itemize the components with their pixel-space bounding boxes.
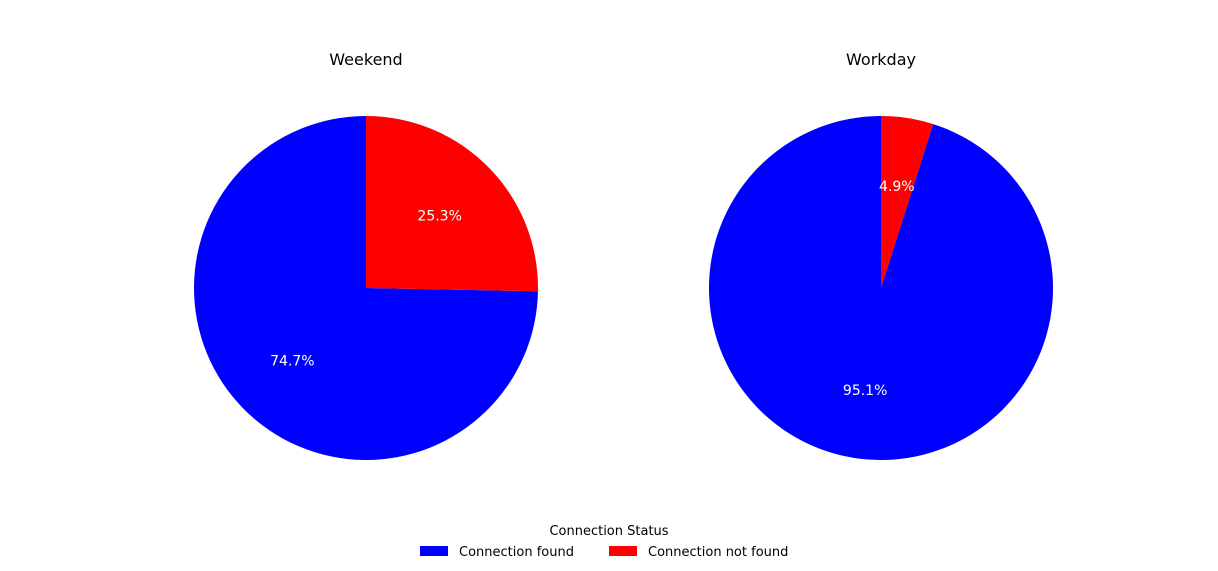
legend-swatch-connection-found	[420, 546, 448, 556]
legend-label-connection-not-found: Connection not found	[648, 545, 788, 560]
pie-slices-workday	[709, 116, 1054, 460]
pie-label-weekend-connection-not-found: 25.3%	[417, 209, 461, 225]
pie-chart-workday: Workday 95.1% 4.9%	[709, 50, 1054, 460]
legend-label-connection-found: Connection found	[459, 545, 574, 560]
legend: Connection Status Connection found Conne…	[420, 524, 788, 560]
legend-swatch-connection-not-found	[609, 546, 637, 556]
pie-label-workday-connection-found: 95.1%	[843, 383, 887, 399]
pie-label-workday-connection-not-found: 4.9%	[879, 179, 915, 195]
pie-slice-weekend-connection-found	[193, 116, 538, 461]
pie-label-weekend-connection-found: 74.7%	[270, 353, 314, 369]
pie-title-workday: Workday	[846, 50, 916, 69]
pie-title-weekend: Weekend	[329, 50, 402, 69]
pie-slice-workday-connection-not-found	[881, 116, 934, 288]
pie-slice-workday-connection-found	[709, 116, 1054, 460]
pie-labels-weekend: 74.7% 25.3%	[270, 209, 462, 370]
pie-slices-weekend	[193, 116, 538, 461]
pie-slice-weekend-connection-not-found	[366, 116, 538, 292]
legend-title: Connection Status	[549, 524, 668, 539]
pie-chart-weekend: Weekend 74.7% 25.3%	[193, 50, 538, 461]
pie-labels-workday: 95.1% 4.9%	[843, 179, 915, 399]
